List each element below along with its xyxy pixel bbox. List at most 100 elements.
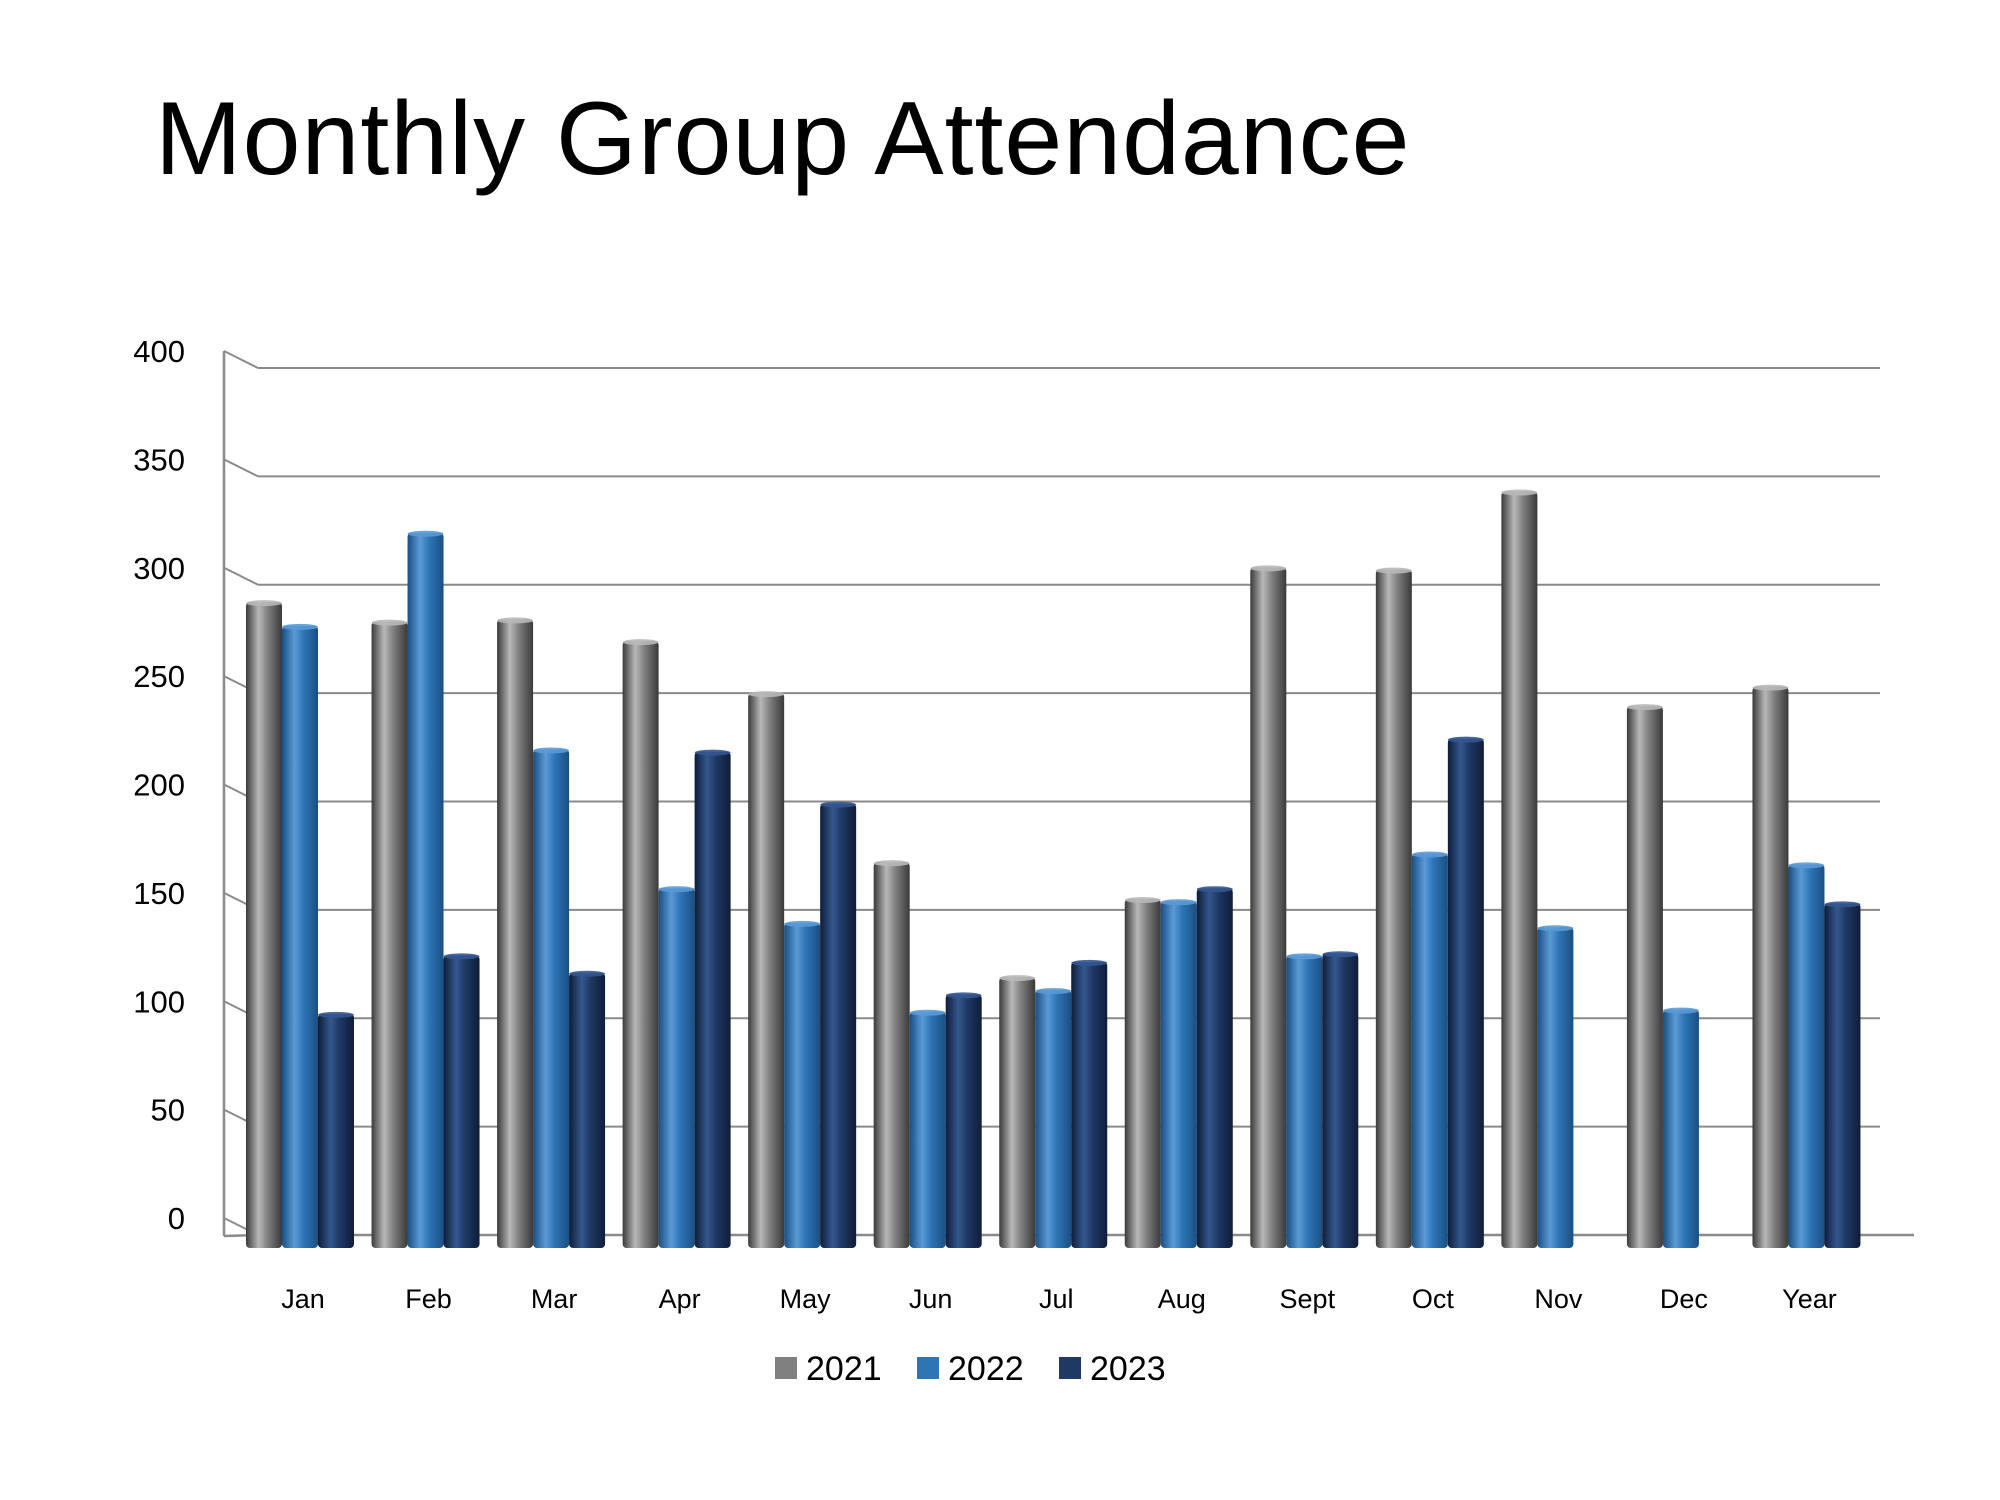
bar-2021-may: [748, 693, 785, 1248]
bar-2021-sept: [1250, 567, 1287, 1248]
y-tick-label: 100: [133, 984, 185, 1019]
bar-cap: [909, 1009, 946, 1016]
bar-cap: [694, 749, 731, 756]
y-tick-label: 150: [133, 876, 185, 911]
x-tick-label: Nov: [1534, 1284, 1583, 1314]
bar-cap: [1035, 988, 1072, 995]
bar-2021-aug: [1124, 899, 1161, 1248]
bar-cap: [1160, 899, 1197, 906]
bar-2022-feb: [407, 532, 444, 1248]
bar-cap: [371, 619, 408, 626]
bar-2022-may: [784, 922, 821, 1248]
x-tick-label: Jan: [281, 1284, 325, 1314]
bar-2021-jun: [873, 862, 910, 1248]
bar-cap: [1250, 565, 1287, 572]
bar-cap: [945, 992, 982, 999]
bar-cap: [1752, 684, 1789, 691]
bar-2022-jan: [282, 625, 318, 1248]
gridline-connector: [223, 350, 259, 369]
bar-cap: [443, 953, 480, 960]
label-layer: 0 50 100 150 200 250 300 350 400 Jan Feb Mar Apr May J…: [133, 334, 1836, 1314]
x-tick-label: Sept: [1280, 1284, 1336, 1314]
bar-2022-mar: [533, 749, 570, 1248]
bar-2023-aug: [1196, 888, 1233, 1248]
bar-2022-jul: [1035, 990, 1072, 1248]
bar-cap: [1071, 959, 1108, 966]
bar-2021-dec: [1626, 706, 1663, 1248]
bar-cap: [1286, 953, 1323, 960]
bar-2021-jan: [246, 602, 282, 1248]
bar-cap: [1196, 886, 1233, 893]
bar-cap: [497, 617, 534, 624]
bar-cap: [1322, 951, 1359, 958]
gridline-connector: [223, 566, 259, 586]
bar-2023-feb: [443, 955, 480, 1248]
bar-2022-sept: [1286, 955, 1323, 1248]
bar-cap: [1447, 736, 1484, 743]
gridline-connector: [223, 458, 259, 478]
bar-cap: [533, 747, 570, 754]
bar-2021-apr: [622, 641, 659, 1248]
bar-cap: [622, 639, 659, 646]
bar-2023-jan: [318, 1013, 354, 1248]
bar-cap: [1824, 901, 1861, 908]
bar-cap: [246, 600, 282, 607]
y-tick-label: 0: [168, 1201, 185, 1236]
bar-cap: [1124, 897, 1161, 904]
bar-2022-aug: [1160, 901, 1197, 1248]
bar-cap: [1788, 862, 1825, 869]
legend-label-2022: 2022: [948, 1350, 1024, 1388]
bar-2022-nov: [1537, 927, 1574, 1248]
y-tick-label: 50: [151, 1093, 185, 1128]
bar-cap: [820, 801, 857, 808]
bar-2022-dec: [1662, 1009, 1699, 1248]
bar-2021-mar: [497, 619, 534, 1248]
y-tick-label: 400: [133, 334, 185, 369]
bar-2021-year: [1752, 686, 1789, 1248]
x-tick-label: Oct: [1412, 1284, 1455, 1314]
bar-2023-jun: [945, 994, 982, 1248]
x-tick-label: Year: [1782, 1284, 1837, 1314]
bar-cap: [318, 1011, 354, 1018]
bar-2021-feb: [371, 621, 408, 1248]
x-tick-label: Jul: [1039, 1284, 1074, 1314]
page-title: Monthly Group Attendance: [155, 81, 1411, 197]
bar-2022-oct: [1411, 853, 1448, 1248]
legend-swatch-2022: [917, 1357, 939, 1379]
bar-2023-sept: [1322, 953, 1359, 1248]
x-tick-label: Dec: [1660, 1284, 1708, 1314]
bar-2022-apr: [658, 888, 695, 1248]
bar-cap: [1411, 851, 1448, 858]
y-tick-label: 200: [133, 768, 185, 803]
legend: 2021 2022 2023: [775, 1350, 1166, 1388]
bar-layer: [246, 489, 1861, 1249]
bar-2023-may: [820, 803, 857, 1248]
bar-2023-apr: [694, 751, 731, 1248]
x-tick-label: Feb: [405, 1284, 452, 1314]
bar-2023-jul: [1071, 961, 1108, 1248]
bar-cap: [658, 886, 695, 893]
y-tick-label: 350: [133, 442, 185, 477]
legend-swatch-2023: [1059, 1357, 1081, 1379]
bar-cap: [873, 860, 910, 867]
bar-2021-jul: [999, 977, 1036, 1248]
bar-2023-year: [1824, 903, 1861, 1248]
bar-2022-jun: [909, 1011, 946, 1248]
y-tick-label: 300: [133, 551, 185, 586]
y-tick-label: 250: [133, 659, 185, 694]
x-tick-label: Apr: [659, 1284, 701, 1314]
bar-cap: [999, 975, 1036, 982]
bar-cap: [1537, 925, 1574, 932]
bar-2022-year: [1788, 864, 1825, 1248]
x-tick-label: May: [780, 1284, 832, 1314]
bar-cap: [748, 691, 785, 698]
bar-cap: [1662, 1007, 1699, 1014]
x-tick-label: Aug: [1158, 1284, 1206, 1314]
bar-cap: [1501, 489, 1538, 496]
bar-2023-oct: [1447, 738, 1484, 1248]
legend-label-2021: 2021: [806, 1350, 882, 1388]
bar-cap: [569, 970, 606, 977]
bar-cap: [784, 920, 821, 927]
x-tick-label: Jun: [909, 1284, 953, 1314]
